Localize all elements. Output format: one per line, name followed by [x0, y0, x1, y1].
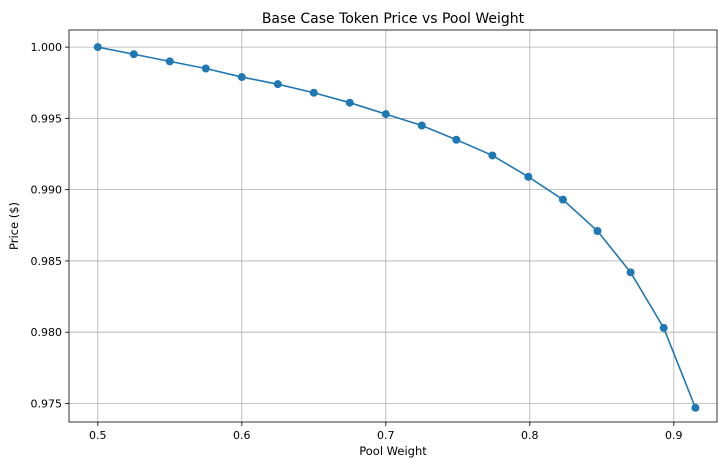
data-point [626, 268, 635, 277]
x-tick-label: 0.5 [89, 429, 107, 442]
x-axis-ticks: 0.5 0.6 0.7 0.8 0.9 [89, 422, 683, 442]
y-tick-label: 0.990 [31, 184, 63, 197]
y-tick-label: 1.000 [31, 41, 63, 54]
data-point [691, 403, 700, 412]
data-point [659, 323, 668, 332]
data-point [201, 64, 210, 73]
y-tick-label: 0.985 [31, 255, 63, 268]
data-point [452, 135, 461, 144]
data-point [165, 57, 174, 66]
grid-lines [69, 30, 717, 422]
data-point [309, 88, 318, 97]
data-point [524, 172, 533, 181]
x-tick-label: 0.7 [377, 429, 395, 442]
data-point [237, 73, 246, 82]
y-tick-label: 0.995 [31, 112, 63, 125]
y-axis-label: Price ($) [7, 202, 21, 250]
data-point [93, 43, 102, 52]
x-axis-label: Pool Weight [359, 444, 427, 458]
data-point [417, 121, 426, 130]
data-point [129, 50, 138, 59]
y-axis-ticks: 0.975 0.980 0.985 0.990 0.995 1.000 [31, 41, 69, 410]
y-tick-label: 0.975 [31, 397, 63, 410]
data-point [558, 195, 567, 204]
x-tick-label: 0.8 [521, 429, 539, 442]
x-tick-label: 0.6 [233, 429, 251, 442]
data-series [93, 43, 700, 412]
data-point [273, 80, 282, 89]
series-line [97, 46, 697, 409]
data-point [345, 98, 354, 107]
x-tick-label: 0.9 [665, 429, 683, 442]
data-point [381, 110, 390, 119]
y-tick-label: 0.980 [31, 326, 63, 339]
data-point [488, 151, 497, 160]
chart-title: Base Case Token Price vs Pool Weight [262, 11, 525, 27]
data-point [593, 226, 602, 235]
plot-frame [68, 29, 718, 423]
